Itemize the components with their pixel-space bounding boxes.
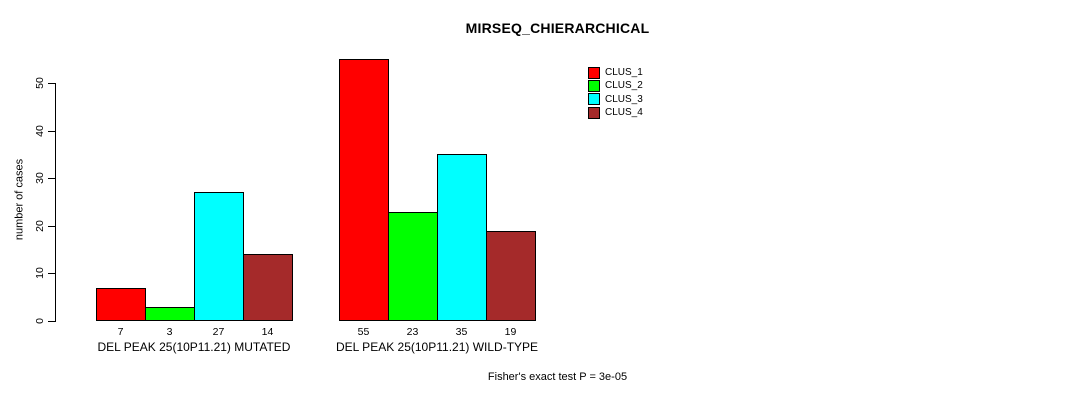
bar-value-label: 23 (406, 326, 419, 338)
bar-clus_3-group1 (194, 192, 244, 321)
fisher-test-annotation: Fisher's exact test P = 3e-05 (487, 371, 628, 383)
bar-clus_3-group2 (437, 154, 487, 321)
legend-color-swatch (588, 93, 600, 106)
y-tick-label: 20 (34, 219, 46, 232)
legend-entry-clus_1: CLUS_1 (588, 66, 643, 79)
bar-value-label: 19 (504, 326, 517, 338)
legend: CLUS_1 CLUS_2 CLUS_3 CLUS_4 (588, 66, 643, 119)
y-axis-title: number of cases (13, 158, 26, 241)
y-tick-mark (48, 273, 55, 275)
bar-clus_2-group2 (388, 212, 438, 321)
legend-label: CLUS_1 (605, 67, 643, 79)
bar-value-label: 35 (455, 326, 468, 338)
y-tick-label: 40 (34, 124, 46, 137)
bar-clus_1-group1 (96, 288, 146, 321)
bar-value-label: 27 (212, 326, 225, 338)
y-tick-label: 10 (34, 267, 46, 280)
y-tick-mark (48, 130, 55, 132)
y-tick-label: 50 (34, 77, 46, 89)
bar-value-label: 7 (117, 326, 124, 338)
legend-label: CLUS_3 (605, 93, 643, 105)
y-tick-mark (48, 178, 55, 180)
y-tick-label: 0 (34, 318, 46, 324)
legend-entry-clus_4: CLUS_4 (588, 106, 643, 119)
legend-color-swatch (588, 79, 600, 92)
bar-value-label: 3 (166, 326, 173, 338)
chart-title: MIRSEQ_CHIERARCHICAL (465, 20, 650, 36)
bar-value-label: 14 (261, 326, 274, 338)
group-label: DEL PEAK 25(10P11.21) WILD-TYPE (335, 340, 539, 354)
y-tick-label: 30 (34, 172, 46, 185)
legend-label: CLUS_2 (605, 80, 643, 92)
bar-clus_2-group1 (145, 307, 195, 321)
bar-value-label: 55 (357, 326, 370, 338)
bar-clus_4-group1 (243, 254, 293, 321)
legend-color-swatch (588, 66, 600, 79)
y-tick-mark (48, 321, 55, 322)
legend-color-swatch (588, 106, 600, 119)
bar-clus_4-group2 (486, 231, 536, 321)
legend-entry-clus_3: CLUS_3 (588, 93, 643, 106)
legend-entry-clus_2: CLUS_2 (588, 79, 643, 92)
y-tick-mark (48, 225, 55, 227)
bar-clus_1-group2 (339, 59, 389, 321)
legend-label: CLUS_4 (605, 107, 643, 119)
group-label: DEL PEAK 25(10P11.21) MUTATED (97, 340, 291, 354)
y-axis-line (55, 83, 56, 322)
y-tick-mark (48, 83, 55, 84)
